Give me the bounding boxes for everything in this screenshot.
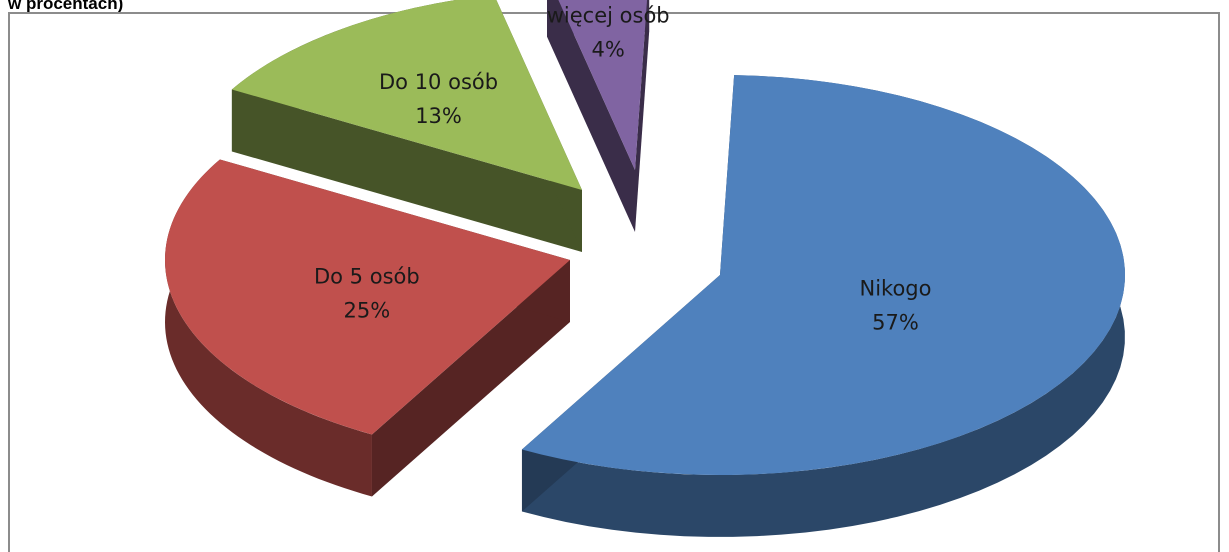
pie-slice-wall-3-0 bbox=[547, 0, 635, 232]
pie-slice-wall-2-0 bbox=[231, 89, 583, 252]
pie-label-value-0: 57% bbox=[872, 310, 919, 334]
pie-slice-1 bbox=[164, 159, 571, 497]
pie-slice-side-0 bbox=[521, 75, 1125, 537]
pie-slice-top-0 bbox=[521, 75, 1125, 475]
pie-label-name-3: więcej osób bbox=[547, 4, 670, 28]
pie-slice-top-3 bbox=[558, 0, 648, 170]
pie-slice-wall-3-1 bbox=[635, 0, 650, 232]
pie-slice-side-1 bbox=[165, 159, 372, 497]
pie-label-name-0: Nikogo bbox=[860, 276, 932, 300]
pie-slice-2 bbox=[231, 0, 583, 252]
pie-labels: Nikogo 57% Do 5 osób 25% Do 10 osób 13% więcej… bbox=[314, 4, 932, 335]
pie-slice-3 bbox=[547, 0, 650, 232]
pie-label-name-1: Do 5 osób bbox=[314, 264, 420, 288]
pie-slice-top-1 bbox=[164, 159, 570, 435]
pie-slices bbox=[164, 0, 1125, 537]
pie-label-value-2: 13% bbox=[415, 104, 462, 128]
pie-label-value-3: 4% bbox=[592, 38, 625, 62]
pie-slice-0 bbox=[521, 75, 1125, 537]
pie-slice-top-2 bbox=[231, 0, 582, 190]
chart-caption: w procentach) bbox=[8, 0, 124, 13]
pie-label-name-2: Do 10 osób bbox=[379, 70, 498, 94]
pie-label-value-1: 25% bbox=[343, 298, 390, 322]
pie-slice-wall-1-0 bbox=[371, 260, 570, 497]
